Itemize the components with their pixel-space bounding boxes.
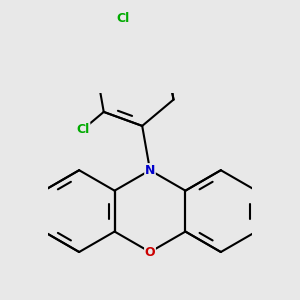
Text: Cl: Cl <box>117 12 130 25</box>
Text: O: O <box>145 245 155 259</box>
Text: Cl: Cl <box>76 123 90 136</box>
Text: N: N <box>145 164 155 177</box>
